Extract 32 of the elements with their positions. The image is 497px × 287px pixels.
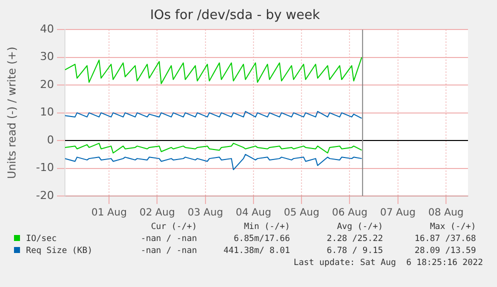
text: Min (-/+) [242,222,290,232]
x-tick-label: 06 Aug [332,208,368,219]
text: 16.87 /37.68 [414,234,476,244]
y-tick-label: 10 [40,106,54,119]
text: -nan / -nan [140,234,197,244]
x-tick-label: 05 Aug [284,208,320,219]
y-tick-label: -20 [36,188,54,202]
chart-title: IOs for /dev/sda - by week [150,8,320,24]
x-tick-label: 08 Aug [428,208,464,219]
x-tick-label: 03 Aug [188,208,224,219]
text: 6.78 / 9.15 [326,246,383,256]
y-tick-label: -10 [36,161,54,174]
x-tick-label: 07 Aug [380,208,416,219]
y-tick-label: 20 [40,78,54,91]
text: Max (-/+) [428,222,476,232]
y-tick-label: 0 [47,133,54,146]
y-tick-label: 30 [40,50,54,64]
text: 441.38m/ 8.01 [222,246,290,256]
legend-label: Req Size (KB) [25,246,93,256]
text: 6.85m/17.66 [232,234,290,244]
text: -nan / -nan [140,246,197,256]
x-tick-label: 04 Aug [236,208,272,219]
text: Avg (-/+) [336,222,383,232]
text: Cur (-/+) [150,222,197,232]
y-tick-label: 40 [40,22,54,36]
legend-label: IO/sec [25,234,57,244]
x-tick-label: 01 Aug [91,208,127,219]
x-tick-label: 02 Aug [140,208,175,219]
text: 28.09 /13.59 [414,246,476,256]
text: Last update: Sat Aug 6 18:25:16 2022 [294,258,483,268]
y-axis-title: Units read (-) / write (+) [5,46,18,179]
text: 2.28 /25.22 [326,234,383,244]
